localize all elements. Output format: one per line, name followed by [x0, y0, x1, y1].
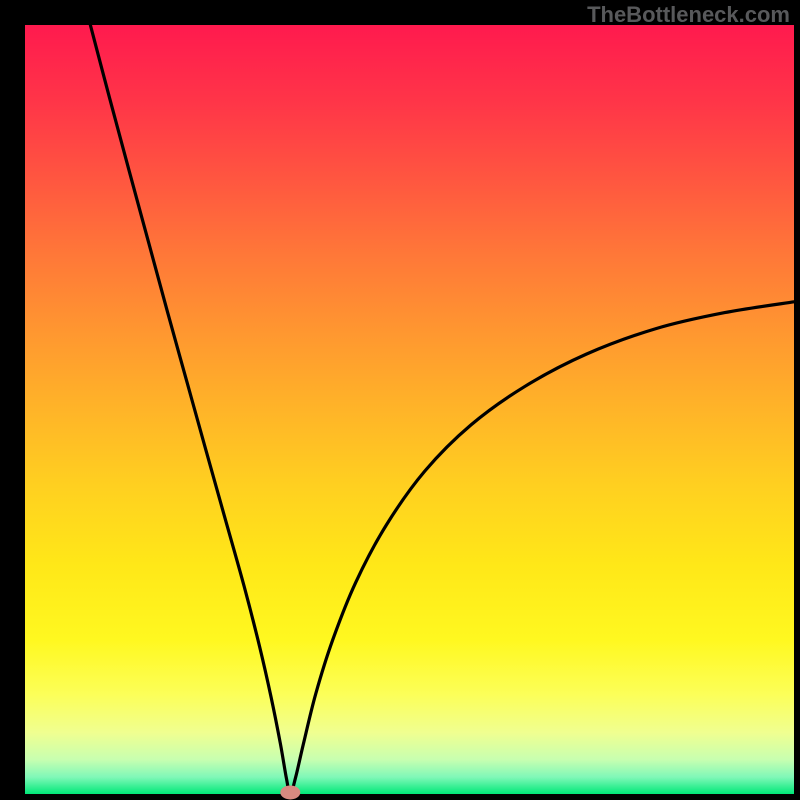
watermark-text: TheBottleneck.com: [587, 2, 790, 28]
bottleneck-chart: TheBottleneck.com: [0, 0, 800, 800]
chart-border: [0, 0, 800, 800]
